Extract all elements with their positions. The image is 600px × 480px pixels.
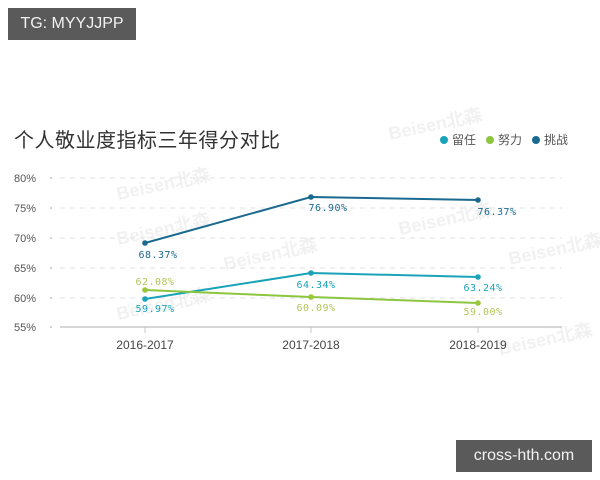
data-label: 68.37% xyxy=(138,250,177,261)
y-tick-label: 80% xyxy=(14,173,36,185)
data-point[interactable] xyxy=(475,274,481,280)
legend-dot-icon xyxy=(532,135,541,144)
legend-item-retention[interactable]: 留任 xyxy=(440,131,476,148)
svg-text:Beisen北森: Beisen北森 xyxy=(386,103,484,144)
data-point[interactable] xyxy=(308,270,314,276)
series-effort: 62.08% 60.09% 59.00% xyxy=(135,277,502,318)
legend-label: 留任 xyxy=(452,133,477,147)
y-tick-label: 75% xyxy=(14,203,36,215)
svg-text:Beisen北森: Beisen北森 xyxy=(114,163,212,204)
telegram-badge: TG: MYYJJPP xyxy=(8,8,136,40)
svg-text:Beisen北森: Beisen北森 xyxy=(496,318,594,359)
data-point[interactable] xyxy=(142,240,148,246)
y-axis: 80% 75% 70% 65% 60% 55% xyxy=(14,173,52,334)
y-tick-label: 70% xyxy=(14,233,36,245)
data-point[interactable] xyxy=(475,300,481,306)
x-axis: 2016-2017 2017-2018 2018-2019 xyxy=(60,326,562,352)
data-label: 64.34% xyxy=(296,280,335,291)
data-point[interactable] xyxy=(142,296,148,302)
data-label: 76.90% xyxy=(308,203,347,214)
data-point[interactable] xyxy=(308,294,314,300)
y-tick-label: 55% xyxy=(14,322,36,334)
data-label: 59.97% xyxy=(135,304,174,315)
data-label: 76.37% xyxy=(477,207,516,218)
data-label: 62.08% xyxy=(135,277,174,288)
series-challenge: 68.37% 76.90% 76.37% xyxy=(138,194,516,261)
legend-dot-icon xyxy=(486,135,495,144)
x-tick-label: 2018-2019 xyxy=(449,338,507,352)
svg-text:Beisen北森: Beisen北森 xyxy=(396,198,494,239)
legend-dot-icon xyxy=(440,135,448,144)
legend-item-effort[interactable]: 努力 xyxy=(486,131,522,148)
x-tick-label: 2016-2017 xyxy=(116,338,174,352)
svg-text:Beisen北森: Beisen北森 xyxy=(506,228,600,269)
website-badge: cross-hth.com xyxy=(456,440,592,472)
x-tick-label: 2017-2018 xyxy=(282,338,340,352)
series-retention: 59.97% 64.34% 63.24% xyxy=(135,270,502,315)
data-point[interactable] xyxy=(142,287,148,293)
legend-label: 努力 xyxy=(498,133,523,147)
data-point[interactable] xyxy=(475,197,481,203)
data-label: 59.00% xyxy=(463,307,502,318)
legend-item-challenge[interactable]: 挑战 xyxy=(532,131,568,148)
data-label: 60.09% xyxy=(296,303,335,314)
legend-label: 挑战 xyxy=(544,133,569,147)
chart-title: 个人敬业度指标三年得分对比 xyxy=(14,128,281,152)
chart-legend: 留任 努力 挑战 xyxy=(440,131,568,148)
y-tick-label: 60% xyxy=(14,293,36,305)
data-label: 63.24% xyxy=(463,283,502,294)
y-tick-label: 65% xyxy=(14,263,36,275)
data-point[interactable] xyxy=(308,194,314,200)
